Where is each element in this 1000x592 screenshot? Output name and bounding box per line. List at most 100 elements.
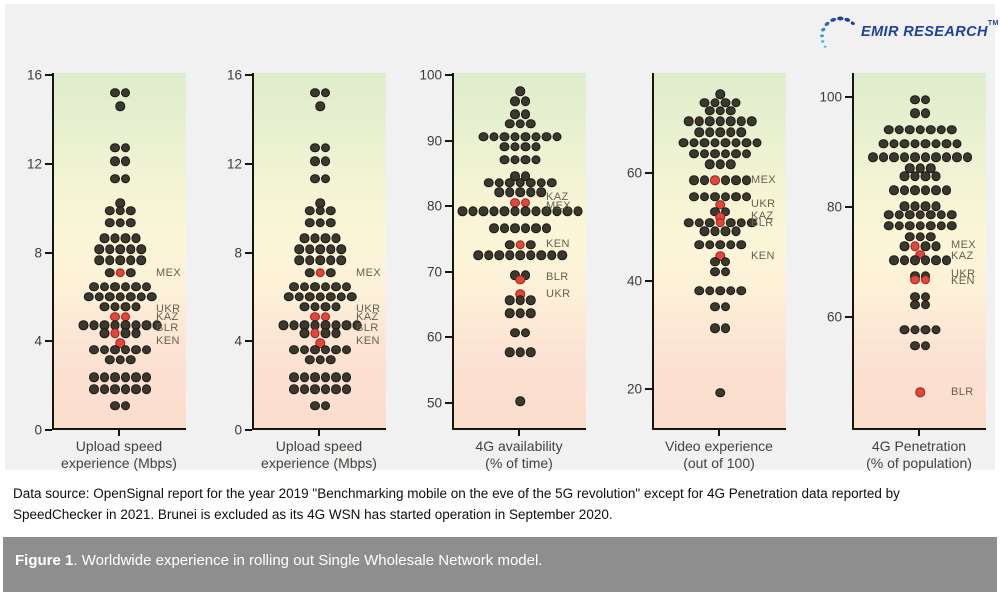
dot-row bbox=[699, 226, 741, 237]
y-axis-tick-label: 60 bbox=[826, 309, 842, 325]
dot-row bbox=[715, 387, 725, 398]
dot-row bbox=[883, 209, 957, 220]
country-dot bbox=[478, 132, 488, 142]
country-dot bbox=[741, 175, 751, 186]
country-label-blr: BLR bbox=[751, 217, 774, 230]
country-dot bbox=[331, 344, 341, 355]
country-dot bbox=[520, 109, 530, 119]
country-dot bbox=[299, 384, 309, 395]
country-dot bbox=[689, 138, 699, 148]
y-axis-tick-label: 16 bbox=[26, 67, 42, 83]
country-dot bbox=[315, 101, 325, 111]
country-dot bbox=[552, 132, 562, 142]
country-dot bbox=[104, 354, 115, 365]
dot-row bbox=[310, 401, 330, 411]
country-dot bbox=[725, 159, 736, 170]
country-dot bbox=[104, 218, 115, 228]
country-dot bbox=[310, 344, 320, 355]
country-dot bbox=[531, 132, 541, 142]
country-dot bbox=[931, 201, 941, 212]
country-dot bbox=[720, 148, 730, 159]
y-axis-tick-mark bbox=[245, 340, 252, 343]
country-dot bbox=[320, 233, 330, 244]
country-dot bbox=[131, 344, 141, 355]
x-axis-label-line2: (% of time) bbox=[485, 454, 553, 471]
country-dot bbox=[920, 241, 930, 252]
country-dot bbox=[704, 105, 715, 116]
highlighted-country-dot bbox=[110, 328, 120, 338]
dot-row bbox=[915, 387, 925, 398]
country-dot bbox=[525, 177, 536, 188]
country-dot bbox=[710, 301, 720, 312]
country-dot bbox=[120, 301, 130, 312]
x-axis-label: 4G Penetration (% of population) bbox=[819, 438, 1000, 471]
figure-number: Figure 1 bbox=[15, 552, 74, 569]
country-dot bbox=[494, 250, 504, 260]
country-dot bbox=[110, 282, 120, 292]
country-dot bbox=[910, 341, 920, 351]
country-dot bbox=[320, 301, 330, 312]
dot-row bbox=[115, 101, 125, 111]
country-dot bbox=[731, 191, 741, 202]
country-dot bbox=[341, 344, 351, 355]
country-dot bbox=[910, 108, 920, 119]
x-axis-label-line2: (out of 100) bbox=[683, 454, 755, 471]
country-dot bbox=[941, 152, 951, 162]
country-dot bbox=[694, 116, 704, 127]
country-dot bbox=[299, 282, 309, 292]
country-dot bbox=[99, 282, 109, 292]
y-axis-tick-label: 4 bbox=[34, 333, 42, 349]
country-dot bbox=[910, 138, 920, 149]
country-dot bbox=[515, 295, 525, 305]
dot-row bbox=[710, 206, 730, 217]
country-dot bbox=[715, 105, 725, 116]
country-dot bbox=[278, 320, 288, 331]
country-dot bbox=[899, 185, 909, 195]
country-dot bbox=[715, 159, 725, 170]
country-dot bbox=[299, 328, 309, 338]
country-dot bbox=[925, 231, 936, 242]
country-label-ken: KEN bbox=[951, 275, 975, 288]
strip-plot-panel-4: MEX UKR KAZ BLR KEN 20 40 60 Video experience (ou… bbox=[627, 73, 786, 471]
country-dot bbox=[304, 354, 315, 365]
logo-text: EMIR RESEARCHTM bbox=[861, 20, 999, 40]
country-dot bbox=[110, 344, 120, 355]
country-dot bbox=[941, 138, 951, 149]
country-dot bbox=[515, 119, 525, 129]
country-dot bbox=[931, 185, 941, 195]
dot-row bbox=[473, 250, 567, 260]
country-dot bbox=[304, 218, 315, 228]
y-axis-tick-label: 40 bbox=[626, 273, 642, 289]
country-dot bbox=[715, 387, 725, 398]
figure-caption-bar: Figure 1. Worldwide experience in rollin… bbox=[3, 537, 997, 592]
country-dot bbox=[883, 209, 894, 220]
country-dot bbox=[915, 163, 925, 173]
country-dot bbox=[115, 218, 125, 228]
dot-row bbox=[694, 285, 746, 296]
y-axis-tick-label: 12 bbox=[226, 156, 242, 172]
dot-row bbox=[504, 308, 536, 318]
country-dot bbox=[331, 301, 341, 312]
country-dot bbox=[925, 220, 936, 231]
country-dot bbox=[315, 218, 325, 228]
country-dot bbox=[325, 292, 336, 302]
country-dot bbox=[894, 220, 904, 231]
country-dot bbox=[115, 101, 125, 111]
country-dot bbox=[536, 187, 546, 198]
country-dot bbox=[331, 233, 341, 244]
dot-row bbox=[904, 231, 936, 242]
country-dot bbox=[720, 97, 730, 108]
country-dot bbox=[694, 127, 704, 137]
country-dot bbox=[120, 384, 130, 395]
country-dot bbox=[89, 282, 99, 292]
dot-row bbox=[715, 251, 725, 261]
country-dot bbox=[304, 292, 315, 302]
country-dot bbox=[78, 320, 88, 331]
country-dot bbox=[899, 255, 909, 265]
country-label-ken: KEN bbox=[156, 334, 180, 347]
country-label-blr: BLR bbox=[156, 321, 179, 334]
country-dot bbox=[289, 384, 299, 395]
x-axis-label-line2: experience (Mbps) bbox=[261, 454, 377, 471]
country-dot bbox=[699, 138, 709, 148]
country-label-ken: KEN bbox=[546, 237, 570, 250]
